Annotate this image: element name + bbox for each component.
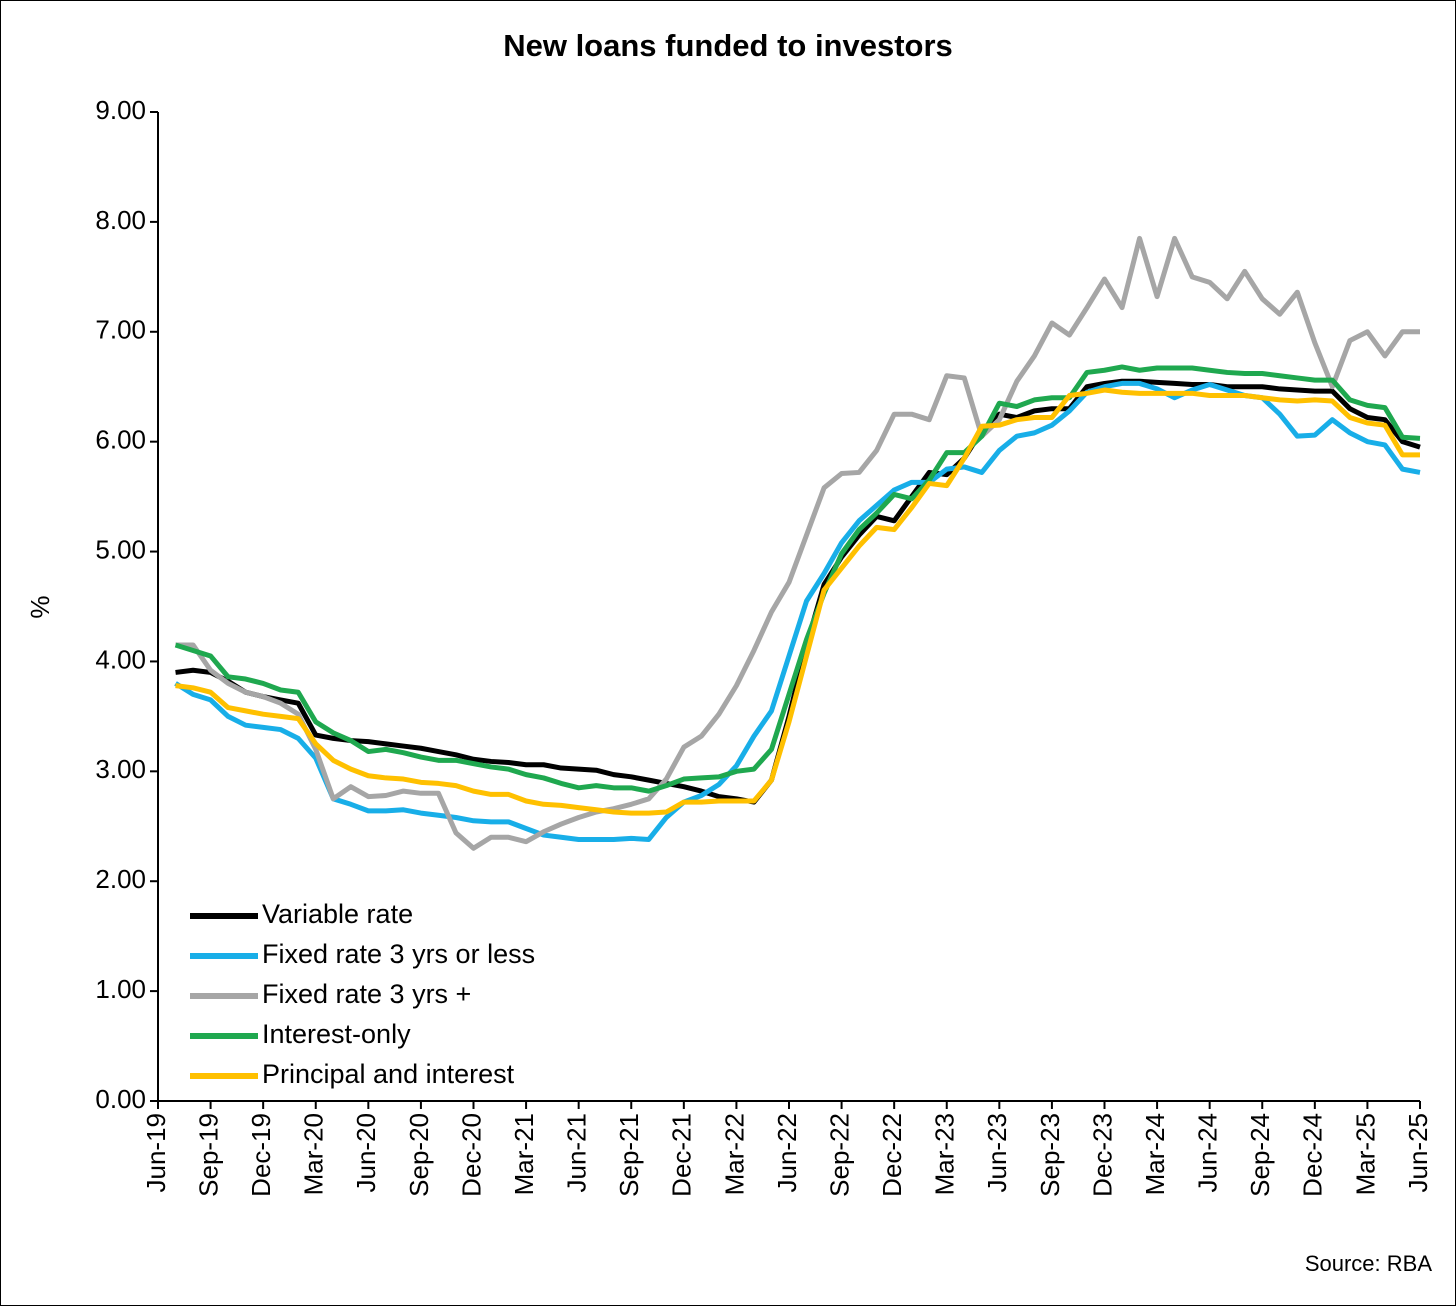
x-tick-label: Sep-21 [614,1113,644,1197]
x-tick-label: Sep-19 [193,1113,223,1197]
x-tick-label: Mar-20 [299,1113,329,1195]
legend-label: Principal and interest [262,1059,515,1089]
x-tick-label: Mar-21 [509,1113,539,1195]
x-tick-label: Jun-23 [982,1113,1012,1193]
legend-label: Variable rate [262,899,413,929]
legend-label: Fixed rate 3 yrs + [262,979,471,1009]
x-tick-label: Mar-22 [719,1113,749,1195]
x-tick-label: Sep-24 [1245,1113,1275,1197]
y-tick-label: 7.00 [95,315,146,345]
x-tick-label: Dec-23 [1087,1113,1117,1197]
x-tick-label: Sep-22 [824,1113,854,1197]
x-tick-label: Jun-21 [562,1113,592,1193]
y-tick-label: 4.00 [95,644,146,674]
x-tick-label: Sep-23 [1035,1113,1065,1197]
y-tick-label: 1.00 [95,974,146,1004]
x-tick-label: Sep-20 [404,1113,434,1197]
legend-label: Fixed rate 3 yrs or less [262,939,535,969]
series-line [175,235,1420,851]
y-tick-label: 8.00 [95,205,146,235]
x-tick-label: Mar-23 [930,1113,960,1195]
x-tick-label: Jun-24 [1193,1113,1223,1193]
series-line [174,380,1421,842]
x-tick-label: Jun-25 [1403,1113,1433,1193]
x-tick-label: Mar-24 [1140,1113,1170,1195]
x-tick-label: Jun-20 [351,1113,381,1193]
y-tick-label: 3.00 [95,754,146,784]
legend-label: Interest-only [262,1019,411,1049]
x-tick-label: Jun-22 [772,1113,802,1193]
x-tick-label: Dec-19 [246,1113,276,1197]
y-tick-label: 0.00 [95,1084,146,1114]
x-tick-label: Dec-24 [1298,1113,1328,1197]
y-tick-label: 5.00 [95,534,146,564]
series-line [174,364,1421,794]
x-tick-label: Dec-20 [456,1113,486,1197]
x-tick-label: Jun-19 [141,1113,171,1193]
y-tick-label: 2.00 [95,864,146,894]
chart-title: New loans funded to investors [503,28,953,63]
x-tick-label: Dec-21 [667,1113,697,1197]
source-note: Source: RBA [1305,1251,1432,1276]
series-line [175,387,1420,816]
y-axis-label: % [25,595,55,618]
x-tick-label: Mar-25 [1350,1113,1380,1195]
y-tick-label: 6.00 [95,425,146,455]
x-tick-label: Dec-22 [877,1113,907,1197]
y-tick-label: 9.00 [95,95,146,125]
